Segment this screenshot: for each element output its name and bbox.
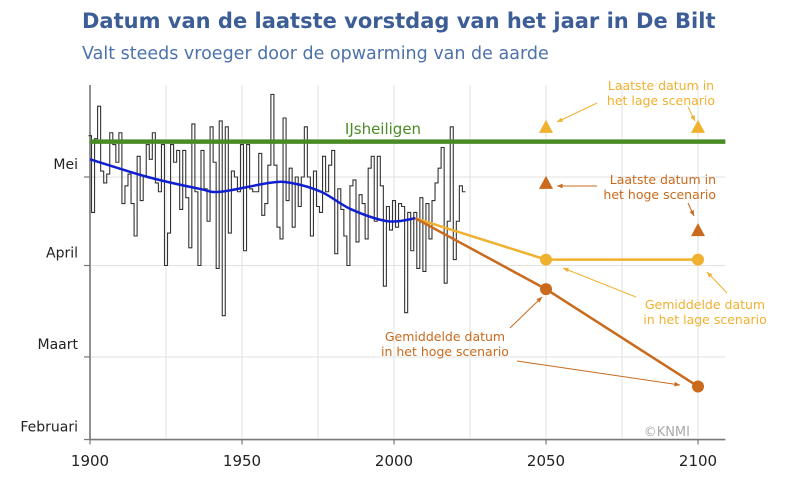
low-scenario-latest-triangle xyxy=(539,119,553,133)
annotation-line: in het hoge scenario xyxy=(381,344,509,359)
arrowhead xyxy=(557,117,563,122)
annotation-arrow xyxy=(516,360,681,386)
low-scenario-latest-triangle xyxy=(691,119,705,133)
annotation-high-mean: Gemiddelde datum in het hoge scenario xyxy=(381,329,509,359)
chart-subtitle: Valt steeds vroeger door de opwarming va… xyxy=(82,44,549,64)
x-axis-ticks: 1900 1950 2000 2050 2100 xyxy=(71,452,717,470)
high-scenario-latest-triangle xyxy=(691,223,705,237)
y-axis-ticks: Mei April Maart Februari xyxy=(20,157,78,436)
x-tick-label-1950: 1950 xyxy=(223,452,261,470)
chart-marks xyxy=(88,93,728,393)
arrowhead xyxy=(707,272,713,278)
x-tick-label-2050: 2050 xyxy=(527,452,565,470)
annotation-low-mean: Gemiddelde datum in het lage scenario xyxy=(643,297,767,327)
annual-step-line xyxy=(88,93,466,317)
y-tick-label-maart: Maart xyxy=(38,337,79,353)
annotation-line: in het lage scenario xyxy=(643,312,767,327)
high-scenario-mean-point xyxy=(692,380,704,393)
arrowhead xyxy=(563,267,569,273)
annotation-line: Laatste datum in xyxy=(610,172,716,187)
arrowhead xyxy=(536,297,542,303)
low-scenario-mean-point xyxy=(540,253,552,266)
arrowhead xyxy=(557,183,563,189)
y-tick-label-mei: Mei xyxy=(53,157,78,173)
arrowhead xyxy=(674,381,680,387)
annotation-arrow xyxy=(556,102,598,123)
annotation-line: het lage scenario xyxy=(607,93,715,108)
annotation-low-latest: Laatste datum in het lage scenario xyxy=(607,78,715,108)
low-scenario-mean-point xyxy=(692,253,704,266)
annotation-line: Gemiddelde datum xyxy=(385,329,505,344)
x-tick-label-2000: 2000 xyxy=(375,452,413,470)
credit: ©KNMI xyxy=(644,425,690,440)
y-tick-label-februari: Februari xyxy=(20,420,78,436)
ijsheiligen-label: IJsheiligen xyxy=(345,120,421,138)
high-scenario-mean-point xyxy=(540,283,552,296)
chart-title: Datum van de laatste vorstdag van het ja… xyxy=(82,9,715,33)
high-scenario-latest-triangle xyxy=(539,175,553,189)
arrowhead xyxy=(690,115,695,121)
annotation-arrow xyxy=(509,296,543,329)
y-tick-label-april: April xyxy=(46,246,78,262)
low-scenario-mean-line xyxy=(414,217,698,261)
arrowhead xyxy=(689,210,694,216)
x-tick-label-1900: 1900 xyxy=(71,452,109,470)
annotation-line: het hoge scenario xyxy=(603,187,716,202)
x-tick-label-2100: 2100 xyxy=(679,452,717,470)
annotation-high-latest: Laatste datum in het hoge scenario xyxy=(603,172,716,202)
annotation-line: Laatste datum in xyxy=(608,78,714,93)
annotation-line: Gemiddelde datum xyxy=(645,297,765,312)
trend-line xyxy=(89,158,416,223)
annotation-arrow xyxy=(562,267,637,298)
